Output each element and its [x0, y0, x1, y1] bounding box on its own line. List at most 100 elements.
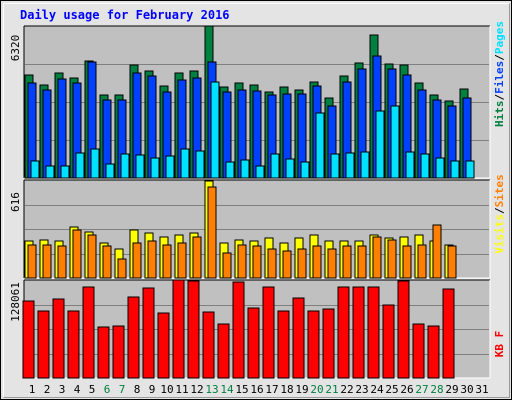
bar-sites-day-21 [327, 248, 337, 279]
ymax-label-visits-sites: 616 [9, 192, 22, 212]
bar-sites-day-11 [177, 242, 187, 279]
x-tick-label-day-26: 26 [400, 383, 413, 396]
bar-pages-day-16 [255, 165, 265, 179]
bar-kbytes-day-5 [82, 286, 95, 379]
bar-pages-day-27 [420, 153, 430, 179]
bar-kbytes-day-18 [277, 310, 290, 379]
bar-kbytes-day-9 [142, 287, 155, 379]
legend-hits-files-pages: Hits/Files/Pages [493, 21, 506, 127]
legend-item-sites: Sites [493, 174, 506, 207]
bar-files-day-2 [42, 89, 52, 179]
bar-pages-day-30 [465, 160, 475, 179]
x-tick-label-day-10: 10 [160, 383, 173, 396]
x-tick-label-day-17: 17 [265, 383, 278, 396]
bar-kbytes-day-28 [427, 325, 440, 379]
x-tick-label-day-14: 14 [220, 383, 234, 396]
bar-sites-day-7 [117, 258, 127, 279]
bar-pages-day-19 [300, 161, 310, 179]
bar-kbytes-day-3 [52, 298, 65, 379]
bar-sites-day-22 [342, 245, 352, 279]
bar-sites-day-5 [87, 234, 97, 279]
bar-kbytes-day-16 [247, 307, 260, 379]
bar-sites-day-13 [207, 186, 217, 279]
bar-pages-day-5 [90, 148, 100, 179]
x-tick-label-day-4: 4 [74, 383, 81, 396]
x-tick-label-day-21: 21 [325, 383, 338, 396]
bar-pages-day-18 [285, 158, 295, 179]
bar-sites-day-23 [357, 245, 367, 279]
bar-sites-day-24 [372, 236, 382, 279]
bar-kbytes-day-2 [37, 310, 50, 379]
x-tick-label-day-24: 24 [370, 383, 384, 396]
bar-pages-day-12 [195, 150, 205, 179]
bar-kbytes-day-4 [67, 310, 80, 379]
x-tick-label-day-12: 12 [190, 383, 203, 396]
bar-pages-day-4 [75, 152, 85, 179]
bar-kbytes-day-15 [232, 281, 245, 379]
bar-kbytes-day-25 [382, 304, 395, 379]
x-tick-label-day-2: 2 [44, 383, 51, 396]
bar-sites-day-17 [267, 248, 277, 279]
legend-item-files: Files [493, 61, 506, 94]
bar-pages-day-15 [240, 159, 250, 179]
bar-sites-day-6 [102, 245, 112, 279]
bar-pages-day-9 [150, 157, 160, 179]
x-tick-label-day-15: 15 [235, 383, 248, 396]
ymax-label-kbytes: 128061 [9, 282, 22, 322]
bar-kbytes-day-1 [22, 300, 35, 379]
bar-pages-day-20 [315, 112, 325, 179]
bar-sites-day-12 [192, 236, 202, 279]
bar-sites-day-1 [27, 244, 37, 279]
bar-pages-day-24 [375, 110, 385, 179]
legend-item-slash: / [493, 54, 506, 61]
bar-pages-day-11 [180, 148, 190, 179]
bar-pages-day-28 [435, 157, 445, 179]
bar-kbytes-day-14 [217, 323, 230, 379]
legend-visits-sites: Visits/Sites [493, 174, 506, 254]
bar-sites-day-15 [237, 244, 247, 279]
x-tick-label-day-27: 27 [415, 383, 428, 396]
bar-pages-day-22 [345, 152, 355, 179]
x-tick-label-day-8: 8 [134, 383, 141, 396]
x-tick-label-day-29: 29 [445, 383, 458, 396]
bar-pages-day-2 [45, 165, 55, 179]
x-tick-label-day-7: 7 [119, 383, 126, 396]
bar-sites-day-14 [222, 252, 232, 279]
chart-frame-bevel [3, 3, 510, 398]
bar-sites-day-28 [432, 224, 442, 279]
bar-pages-day-21 [330, 153, 340, 179]
bar-kbytes-day-12 [187, 280, 200, 379]
bar-sites-day-9 [147, 240, 157, 279]
legend-item-slash: / [493, 207, 506, 214]
bar-pages-day-6 [105, 163, 115, 179]
bar-files-day-3 [57, 78, 67, 179]
bar-kbytes-day-29 [442, 288, 455, 379]
bar-kbytes-day-24 [367, 286, 380, 379]
bar-kbytes-day-21 [322, 308, 335, 379]
bar-kbytes-day-11 [172, 279, 185, 379]
bar-sites-day-18 [282, 250, 292, 279]
bar-sites-day-16 [252, 245, 262, 279]
x-tick-label-day-16: 16 [250, 383, 263, 396]
legend-item-slash: / [493, 94, 506, 101]
bar-pages-day-10 [165, 155, 175, 179]
legend-item-kb: KB [493, 337, 506, 357]
x-tick-label-day-13: 13 [205, 383, 218, 396]
bar-kbytes-day-20 [307, 310, 320, 379]
x-tick-label-day-6: 6 [104, 383, 111, 396]
bar-kbytes-day-10 [157, 312, 170, 379]
x-tick-label-day-18: 18 [280, 383, 293, 396]
bar-kbytes-day-19 [292, 297, 305, 379]
x-tick-label-day-1: 1 [29, 383, 36, 396]
bar-sites-day-19 [297, 248, 307, 279]
bar-pages-day-13 [210, 81, 220, 179]
bar-kbytes-day-26 [397, 280, 410, 379]
bar-kbytes-day-8 [127, 296, 140, 379]
bar-pages-day-1 [30, 160, 40, 179]
legend-item-pages: Pages [493, 21, 506, 54]
bar-kbytes-day-6 [97, 326, 110, 379]
bar-sites-day-8 [132, 242, 142, 279]
bar-sites-day-20 [312, 245, 322, 279]
bar-sites-day-27 [417, 244, 427, 279]
bar-sites-day-3 [57, 245, 67, 279]
